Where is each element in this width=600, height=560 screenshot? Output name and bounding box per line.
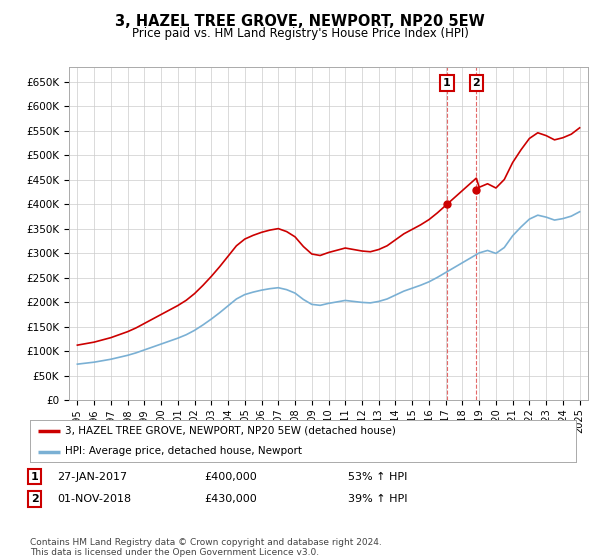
Text: £400,000: £400,000: [204, 472, 257, 482]
Text: 27-JAN-2017: 27-JAN-2017: [57, 472, 127, 482]
Text: 01-NOV-2018: 01-NOV-2018: [57, 494, 131, 504]
Text: 3, HAZEL TREE GROVE, NEWPORT, NP20 5EW (detached house): 3, HAZEL TREE GROVE, NEWPORT, NP20 5EW (…: [65, 426, 397, 436]
Text: 2: 2: [472, 78, 480, 88]
Text: Price paid vs. HM Land Registry's House Price Index (HPI): Price paid vs. HM Land Registry's House …: [131, 27, 469, 40]
Text: 1: 1: [31, 472, 38, 482]
Text: HPI: Average price, detached house, Newport: HPI: Average price, detached house, Newp…: [65, 446, 302, 456]
Text: 2: 2: [31, 494, 38, 504]
Text: 1: 1: [443, 78, 451, 88]
Text: 3, HAZEL TREE GROVE, NEWPORT, NP20 5EW: 3, HAZEL TREE GROVE, NEWPORT, NP20 5EW: [115, 14, 485, 29]
Text: Contains HM Land Registry data © Crown copyright and database right 2024.
This d: Contains HM Land Registry data © Crown c…: [30, 538, 382, 557]
Text: £430,000: £430,000: [204, 494, 257, 504]
Text: 53% ↑ HPI: 53% ↑ HPI: [348, 472, 407, 482]
Text: 39% ↑ HPI: 39% ↑ HPI: [348, 494, 407, 504]
